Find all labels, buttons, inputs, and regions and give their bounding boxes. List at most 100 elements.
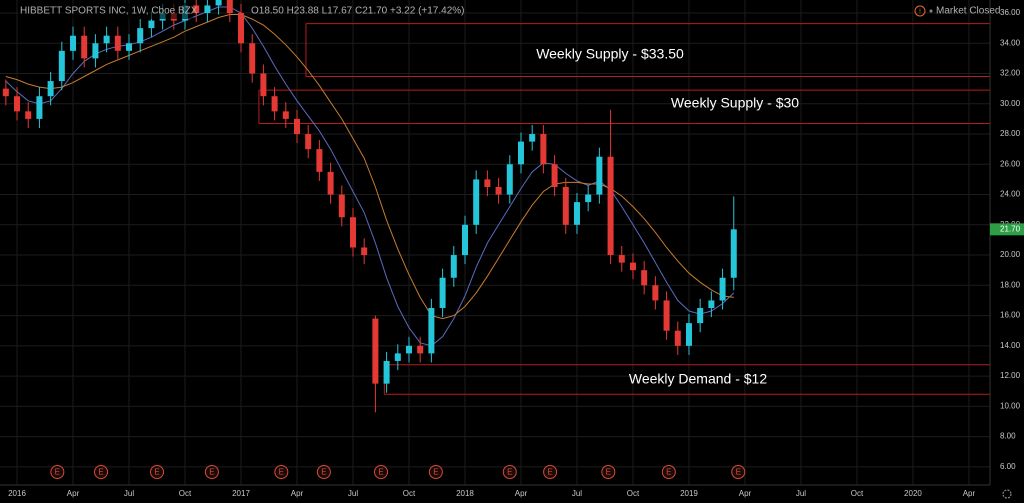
y-tick-label: 14.00 [1000, 341, 1021, 350]
x-tick-label: Oct [627, 489, 640, 498]
y-tick-label: 8.00 [1000, 432, 1016, 441]
candle-body [394, 353, 401, 361]
earnings-marker [204, 465, 219, 479]
last-price-label: 21.70 [1000, 224, 1021, 233]
earnings-label: E [547, 468, 552, 477]
candle-body [103, 35, 110, 44]
candle-body [417, 345, 424, 354]
candle-body [708, 300, 715, 309]
candle-body [126, 43, 133, 51]
y-tick-label: 18.00 [1000, 280, 1021, 289]
candle-body [215, 0, 222, 6]
candle-body [730, 229, 737, 278]
x-tick-label: Apr [67, 489, 80, 498]
y-tick-label: 6.00 [1000, 462, 1016, 471]
earnings-marker [316, 465, 331, 479]
y-tick-label: 20.00 [1000, 250, 1021, 259]
x-tick-label: Oct [851, 489, 864, 498]
candle-body [137, 28, 144, 44]
x-tick-label: Oct [179, 489, 192, 498]
x-tick-label: 2019 [680, 489, 698, 498]
status-icon[interactable] [914, 5, 926, 17]
zone-label: Weekly Demand - $12 [629, 371, 767, 387]
earnings-label: E [98, 468, 103, 477]
candle-body [14, 96, 21, 112]
candle-body [685, 323, 692, 346]
earnings-label: E [154, 468, 159, 477]
settings-icon[interactable] [1002, 489, 1012, 499]
last-price-tag [990, 223, 1024, 236]
earnings-marker [601, 465, 616, 479]
candle-body [238, 13, 245, 44]
candle-body [70, 35, 77, 51]
candles [2, 0, 737, 413]
candle-body [226, 0, 233, 14]
candle-body [562, 186, 569, 225]
x-tick-label: Apr [515, 489, 528, 498]
candle-body [439, 277, 446, 309]
x-tick-label: 2017 [232, 489, 250, 498]
title-backdrop [18, 3, 193, 19]
earnings-label: E [321, 468, 326, 477]
candle-body [618, 255, 625, 263]
earnings-label: E [279, 468, 284, 477]
earnings-marker [274, 465, 289, 479]
zone-label: Weekly Supply - $33.50 [536, 46, 684, 62]
earnings-marker [661, 465, 676, 479]
candle-body [327, 171, 334, 195]
zones: Weekly Supply - $33.50 Weekly Supply - $3… [258, 23, 990, 395]
earnings-label: E [378, 468, 383, 477]
candle-body [461, 224, 468, 256]
x-tick-label: Oct [403, 489, 416, 498]
candle-body [249, 43, 256, 74]
candle-body [47, 81, 54, 97]
candle-body [450, 255, 457, 278]
x-tick-label: Jul [796, 489, 806, 498]
x-tick-label: Apr [963, 489, 976, 498]
candle-body [529, 134, 536, 142]
y-tick-label: 26.00 [1000, 159, 1021, 168]
candle-body [652, 285, 659, 301]
earnings-marker [94, 465, 109, 479]
earnings-marker [373, 465, 388, 479]
candle-body [495, 186, 502, 195]
candle-body [383, 360, 390, 384]
candle-body [517, 141, 524, 165]
candle-body [473, 179, 480, 225]
candle-body [405, 345, 412, 354]
candle-body [2, 88, 9, 97]
earnings-marker [428, 465, 443, 479]
candle-body [428, 308, 435, 354]
candle-body [607, 156, 614, 256]
x-tick-label: 2016 [8, 489, 26, 498]
candle-body [148, 20, 155, 29]
candle-body [260, 73, 267, 97]
x-tick-label: Apr [739, 489, 752, 498]
x-tick-label: Apr [291, 489, 304, 498]
candle-body [372, 318, 379, 384]
y-tick-label: 24.00 [1000, 190, 1021, 199]
candle-body [484, 179, 491, 187]
earnings-marker [502, 465, 517, 479]
earnings-label: E [507, 468, 512, 477]
earnings-marker [150, 465, 165, 479]
candle-body [697, 308, 704, 324]
candle-body [92, 43, 99, 59]
earnings-label: E [433, 468, 438, 477]
x-tick-label: 2020 [904, 489, 922, 498]
candle-body [114, 35, 121, 51]
candle-body [641, 270, 648, 286]
earnings-marker [731, 465, 746, 479]
candle-body [271, 96, 278, 112]
y-tick-label: 10.00 [1000, 401, 1021, 410]
y-tick-label: 36.00 [1000, 8, 1021, 17]
candle-body [674, 330, 681, 346]
x-tick-label: Jul [572, 489, 582, 498]
candle-body [282, 111, 289, 119]
earnings-label: E [736, 468, 741, 477]
x-tick-label: Jul [348, 489, 358, 498]
chart-title: HIBBETT SPORTS INC, 1W, Cboe BZX [20, 6, 198, 17]
